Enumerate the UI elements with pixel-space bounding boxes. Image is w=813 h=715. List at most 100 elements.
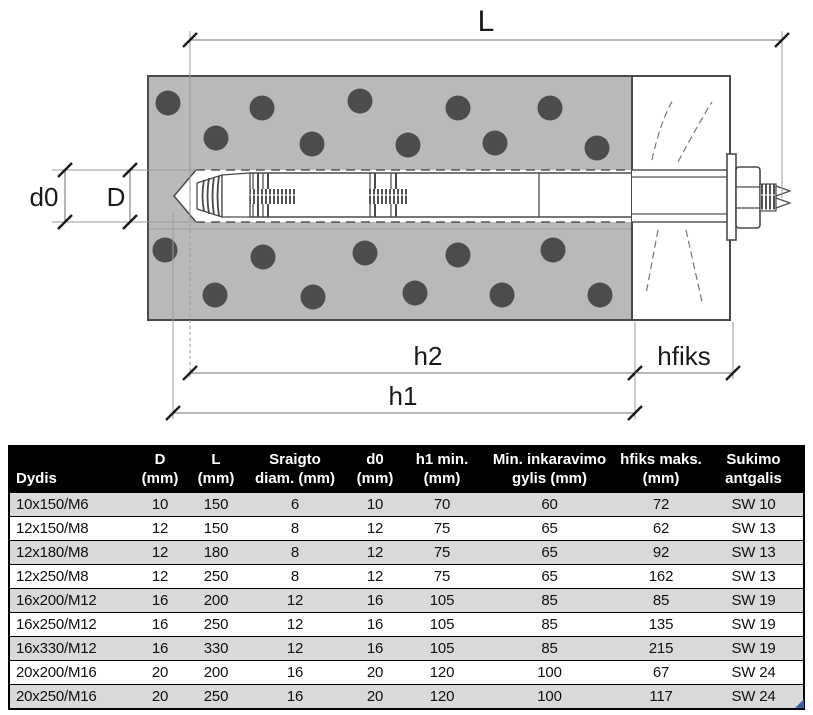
col-header-sukimo-antgalis: Sukimo antgalis [704,446,804,493]
value-cell: 330 [189,636,243,661]
spec-table-container: Dydis D (mm) L (mm) Sraigto diam. (mm) [8,445,805,710]
value-cell: 180 [189,540,243,565]
washer [726,153,737,241]
value-cell: SW 19 [704,588,804,613]
label-h2: h2 [414,341,443,371]
spec-table-header: Dydis D (mm) L (mm) Sraigto diam. (mm) [9,446,804,493]
value-cell: 8 [243,540,347,565]
value-cell: 105 [403,588,481,613]
table-row: 16x200/M12 16 200 12 16 105 85 85 SW 19 [9,588,804,613]
value-cell: 10 [131,492,189,517]
value-cell: 150 [189,492,243,517]
value-cell: 117 [618,684,704,709]
value-cell: 20 [347,684,403,709]
table-row: 16x330/M12 16 330 12 16 105 85 215 SW 19 [9,636,804,661]
spec-table: Dydis D (mm) L (mm) Sraigto diam. (mm) [8,445,805,710]
table-row: 16x250/M12 16 250 12 16 105 85 135 SW 19 [9,612,804,637]
label-hfiks: hfiks [657,341,710,371]
value-cell: SW 13 [704,540,804,565]
value-cell: 12 [131,540,189,565]
value-cell: SW 10 [704,492,804,517]
value-cell: 12 [243,588,347,613]
col-header-L: L (mm) [189,446,243,493]
value-cell: 250 [189,612,243,637]
value-cell: 85 [618,588,704,613]
value-cell: SW 24 [704,660,804,685]
value-cell: SW 13 [704,564,804,589]
value-cell: 200 [189,660,243,685]
col-header-hfiks-maks: hfiks maks. (mm) [618,446,704,493]
size-cell: 16x200/M12 [9,588,131,613]
value-cell: 16 [347,636,403,661]
dimension-D: D [107,162,138,230]
crimp-detail-2 [368,173,409,217]
size-cell: 20x200/M16 [9,660,131,685]
value-cell: 12 [243,612,347,637]
value-cell: 105 [403,636,481,661]
value-cell: 20 [131,660,189,685]
value-cell: 150 [189,516,243,541]
value-cell: 10 [347,492,403,517]
value-cell: SW 24 [704,684,804,709]
value-cell: 65 [481,516,618,541]
value-cell: 162 [618,564,704,589]
size-cell: 20x250/M16 [9,684,131,709]
threaded-tip [759,183,777,212]
size-cell: 16x330/M12 [9,636,131,661]
value-cell: 100 [481,684,618,709]
value-cell: 8 [243,564,347,589]
col-header-D: D (mm) [131,446,189,493]
value-cell: 75 [403,564,481,589]
table-row: 12x180/M8 12 180 8 12 75 65 92 SW 13 [9,540,804,565]
expansion-cone [196,172,251,218]
value-cell: 135 [618,612,704,637]
value-cell: 16 [347,588,403,613]
value-cell: 250 [189,684,243,709]
value-cell: 60 [481,492,618,517]
fork-tip-upper [775,185,792,197]
value-cell: 12 [243,636,347,661]
dimension-hfiks: hfiks [635,322,741,381]
size-cell: 12x150/M8 [9,516,131,541]
value-cell: 72 [618,492,704,517]
wood-grain-lines [645,97,713,303]
value-cell: 65 [481,564,618,589]
thread-section-1 [250,189,296,204]
value-cell: 215 [618,636,704,661]
fixture-board [631,75,731,321]
value-cell: 120 [403,660,481,685]
anchor-diagram: L d0 D h2 hfiks [30,5,792,421]
value-cell: 100 [481,660,618,685]
value-cell: 65 [481,540,618,565]
col-header-dydis: Dydis [9,446,131,493]
drill-hole [52,169,632,230]
value-cell: 62 [618,516,704,541]
value-cell: 8 [243,516,347,541]
crimp-detail-1 [250,173,296,217]
value-cell: 20 [131,684,189,709]
aggregate-dots [152,88,613,310]
table-row: 20x250/M16 20 250 16 20 120 100 117 SW 24 [9,684,804,709]
value-cell: 16 [131,612,189,637]
size-cell: 16x250/M12 [9,612,131,637]
value-cell: 6 [243,492,347,517]
value-cell: 92 [618,540,704,565]
anchor-sleeve [196,172,632,218]
size-cell: 10x150/M6 [9,492,131,517]
table-row: 12x250/M8 12 250 8 12 75 65 162 SW 13 [9,564,804,589]
table-row: 10x150/M6 10 150 6 10 70 60 72 SW 10 [9,492,804,517]
label-d0: d0 [30,182,59,212]
fork-tip-lower [775,197,792,209]
value-cell: 75 [403,516,481,541]
col-header-min-inkaravimo: Min. inkaravimo gylis (mm) [481,446,618,493]
value-cell: SW 19 [704,636,804,661]
value-cell: 20 [347,660,403,685]
size-cell: 12x180/M8 [9,540,131,565]
value-cell: SW 19 [704,612,804,637]
dimension-h1: h1 [165,212,643,421]
value-cell: 12 [347,516,403,541]
value-cell: 12 [347,564,403,589]
value-cell: 12 [131,516,189,541]
value-cell: 16 [347,612,403,637]
